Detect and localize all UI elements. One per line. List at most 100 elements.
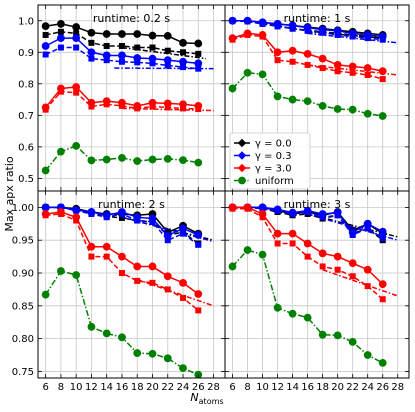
data-point (348, 338, 357, 346)
data-point (259, 214, 266, 221)
data-point (259, 33, 266, 40)
data-point (87, 322, 96, 331)
axes-frame (224, 190, 410, 379)
data-point (88, 253, 95, 260)
x-tick-label: 26 (192, 382, 205, 393)
data-point (133, 157, 142, 165)
data-point (229, 36, 236, 43)
data-point (379, 76, 386, 83)
legend-entry: γ = 0.3 (234, 151, 292, 162)
data-point (259, 205, 266, 212)
data-point (41, 166, 50, 175)
data-point (364, 35, 371, 42)
data-point (118, 42, 125, 49)
data-point (73, 207, 80, 214)
data-point (72, 83, 81, 91)
series-line (231, 249, 384, 364)
data-point (41, 290, 50, 299)
data-point (288, 309, 297, 318)
data-point (334, 266, 341, 273)
data-point (244, 205, 251, 212)
x-tick-label: 12 (85, 382, 98, 393)
data-point (148, 349, 157, 358)
data-point (333, 105, 342, 113)
data-point (148, 262, 157, 271)
data-point (364, 71, 371, 78)
x-tick-label: 10 (70, 382, 83, 393)
data-point (303, 97, 312, 106)
y-tick-label: 1.00 (12, 203, 34, 214)
data-point (195, 307, 202, 314)
data-point (149, 103, 156, 110)
legend-marker (238, 176, 246, 185)
data-point (289, 240, 296, 247)
plot-area (41, 203, 214, 378)
data-point (363, 265, 372, 274)
data-point (134, 59, 141, 66)
y-tick-label: 0.9 (18, 48, 34, 59)
data-point (134, 277, 141, 284)
x-tick-label: 14 (286, 382, 299, 393)
ticks (225, 5, 409, 191)
x-tick-label: 22 (161, 382, 174, 393)
x-tick-label: 16 (301, 382, 314, 393)
x-tick-label: 14 (100, 382, 113, 393)
data-point (179, 156, 187, 165)
data-point (57, 28, 64, 35)
data-point (118, 333, 126, 342)
series-3 (228, 68, 387, 120)
data-point (133, 30, 142, 38)
panel-1: 0.5 0.6 0.7 0.8 0.9 1.0 runtime: 0.2 s (18, 4, 226, 192)
data-point (194, 158, 203, 167)
data-point (273, 48, 282, 57)
data-point (378, 359, 387, 367)
data-point (56, 34, 65, 43)
data-point (194, 231, 203, 239)
data-point (103, 214, 110, 221)
data-point (304, 27, 311, 34)
data-point (195, 106, 202, 113)
data-point (349, 33, 356, 40)
x-tick-label: 6 (229, 382, 235, 393)
legend-label: uniform (255, 176, 294, 187)
data-point (333, 60, 342, 69)
data-point (164, 237, 171, 244)
data-point (56, 267, 65, 275)
data-point (57, 204, 64, 211)
x-tick-label: 18 (316, 382, 329, 393)
data-point (378, 280, 387, 289)
data-point (318, 101, 327, 110)
data-point (163, 31, 172, 40)
data-point (87, 242, 96, 251)
data-point (134, 217, 141, 224)
panel-title: runtime: 1 s (284, 12, 351, 25)
data-point (149, 279, 156, 286)
series-1 (41, 34, 214, 72)
ticks: 6 8 10 12 14 16 18 20 22 24 26 28 (225, 191, 409, 393)
data-point (164, 286, 171, 293)
plot-area (228, 203, 398, 367)
data-point (72, 142, 81, 150)
data-point (304, 61, 311, 68)
data-point (348, 259, 357, 268)
x-tick-label: 8 (244, 382, 250, 393)
data-point (73, 30, 80, 37)
legend-entry: γ = 3.0 (234, 164, 292, 175)
data-point (274, 207, 281, 214)
series-2 (228, 203, 398, 303)
x-tick-label: 24 (177, 382, 190, 393)
data-point (229, 17, 236, 24)
data-point (42, 204, 49, 211)
data-point (118, 30, 126, 38)
data-point (163, 154, 172, 163)
x-tick-label: 20 (331, 382, 344, 393)
y-tick-label: 1.0 (18, 16, 34, 27)
data-point (194, 290, 203, 298)
data-point (56, 20, 65, 28)
x-axis-label: Natoms (190, 391, 223, 406)
data-point (304, 253, 311, 260)
data-point (42, 51, 49, 58)
data-point (87, 156, 96, 165)
data-point (118, 153, 126, 162)
